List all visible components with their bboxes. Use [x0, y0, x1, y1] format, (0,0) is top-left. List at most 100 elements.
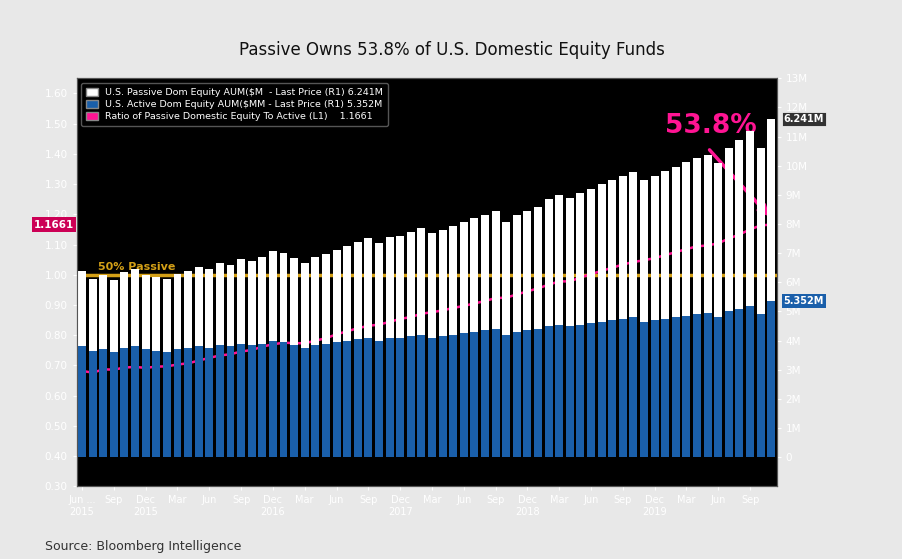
Bar	[417, 228, 425, 335]
Bar	[470, 332, 478, 457]
Bar	[290, 345, 298, 457]
Bar	[491, 329, 499, 457]
Bar	[343, 246, 351, 340]
Bar	[110, 280, 118, 352]
Bar	[300, 348, 308, 457]
Bar	[99, 275, 107, 349]
Bar	[311, 345, 319, 457]
Bar	[756, 314, 764, 457]
Text: 6.241M: 6.241M	[783, 114, 823, 124]
Bar	[226, 347, 235, 457]
Bar	[173, 349, 181, 457]
Bar	[693, 158, 700, 314]
Bar	[322, 254, 329, 343]
Bar	[724, 311, 732, 457]
Bar	[311, 257, 319, 345]
Bar	[364, 338, 372, 457]
Bar	[237, 259, 244, 343]
Bar	[640, 321, 648, 457]
Bar	[258, 257, 266, 343]
Text: 50% Passive: 50% Passive	[97, 262, 175, 272]
Bar	[650, 176, 658, 320]
Bar	[438, 336, 446, 457]
Bar	[428, 233, 436, 338]
Bar	[354, 339, 362, 457]
Text: 5.352M: 5.352M	[783, 296, 823, 306]
Text: Passive Owns 53.8% of U.S. Domestic Equity Funds: Passive Owns 53.8% of U.S. Domestic Equi…	[238, 41, 664, 59]
Bar	[523, 211, 530, 330]
Bar	[544, 326, 552, 457]
Bar	[481, 330, 488, 457]
Bar	[575, 325, 584, 457]
Bar	[618, 176, 626, 319]
Bar	[280, 253, 287, 342]
Bar	[78, 271, 86, 347]
Bar	[78, 347, 86, 457]
Bar	[713, 163, 722, 318]
Bar	[237, 343, 244, 457]
Bar	[470, 219, 478, 332]
Bar	[120, 348, 128, 457]
Bar	[566, 326, 573, 457]
Bar	[745, 131, 753, 306]
Bar	[131, 269, 139, 347]
Bar	[406, 336, 414, 457]
Bar	[226, 265, 235, 347]
Bar	[374, 243, 382, 340]
Bar	[459, 222, 467, 333]
Bar	[767, 119, 775, 301]
Text: 1.1661: 1.1661	[33, 220, 74, 230]
Bar	[745, 306, 753, 457]
Bar	[258, 343, 266, 457]
Bar	[322, 343, 329, 457]
Bar	[152, 277, 160, 351]
Bar	[417, 335, 425, 457]
Bar	[703, 313, 711, 457]
Bar	[734, 140, 742, 309]
Bar	[555, 195, 563, 325]
Bar	[502, 222, 510, 335]
Bar	[110, 352, 118, 457]
Bar	[671, 167, 679, 318]
Bar	[280, 342, 287, 457]
Bar	[88, 351, 97, 457]
Bar	[142, 349, 150, 457]
Bar	[396, 338, 404, 457]
Bar	[533, 206, 541, 329]
Bar	[512, 215, 520, 332]
Bar	[586, 189, 594, 323]
Bar	[354, 242, 362, 339]
Bar	[385, 338, 393, 457]
Bar	[682, 316, 690, 457]
Bar	[428, 338, 436, 457]
Bar	[597, 321, 605, 457]
Bar	[269, 251, 277, 340]
Bar	[364, 238, 372, 338]
Legend: U.S. Passive Dom Equity AUM($M  - Last Price (R1) 6.241M, U.S. Active Dom Equity: U.S. Passive Dom Equity AUM($M - Last Pr…	[81, 83, 387, 126]
Bar	[385, 237, 393, 338]
Bar	[184, 271, 192, 348]
Bar	[640, 179, 648, 321]
Bar	[332, 342, 340, 457]
Text: 53.8%: 53.8%	[665, 113, 756, 139]
Bar	[512, 332, 520, 457]
Bar	[247, 345, 255, 457]
Bar	[671, 318, 679, 457]
Bar	[502, 335, 510, 457]
Bar	[205, 348, 213, 457]
Bar	[629, 172, 637, 318]
Bar	[438, 230, 446, 336]
Bar	[693, 314, 700, 457]
Bar	[734, 309, 742, 457]
Bar	[459, 333, 467, 457]
Bar	[184, 348, 192, 457]
Bar	[216, 345, 224, 457]
Bar	[406, 232, 414, 336]
Bar	[608, 180, 615, 320]
Bar	[448, 226, 456, 335]
Text: Source: Bloomberg Intelligence: Source: Bloomberg Intelligence	[45, 541, 241, 553]
Bar	[300, 263, 308, 348]
Bar	[650, 320, 658, 457]
Bar	[269, 340, 277, 457]
Bar	[374, 340, 382, 457]
